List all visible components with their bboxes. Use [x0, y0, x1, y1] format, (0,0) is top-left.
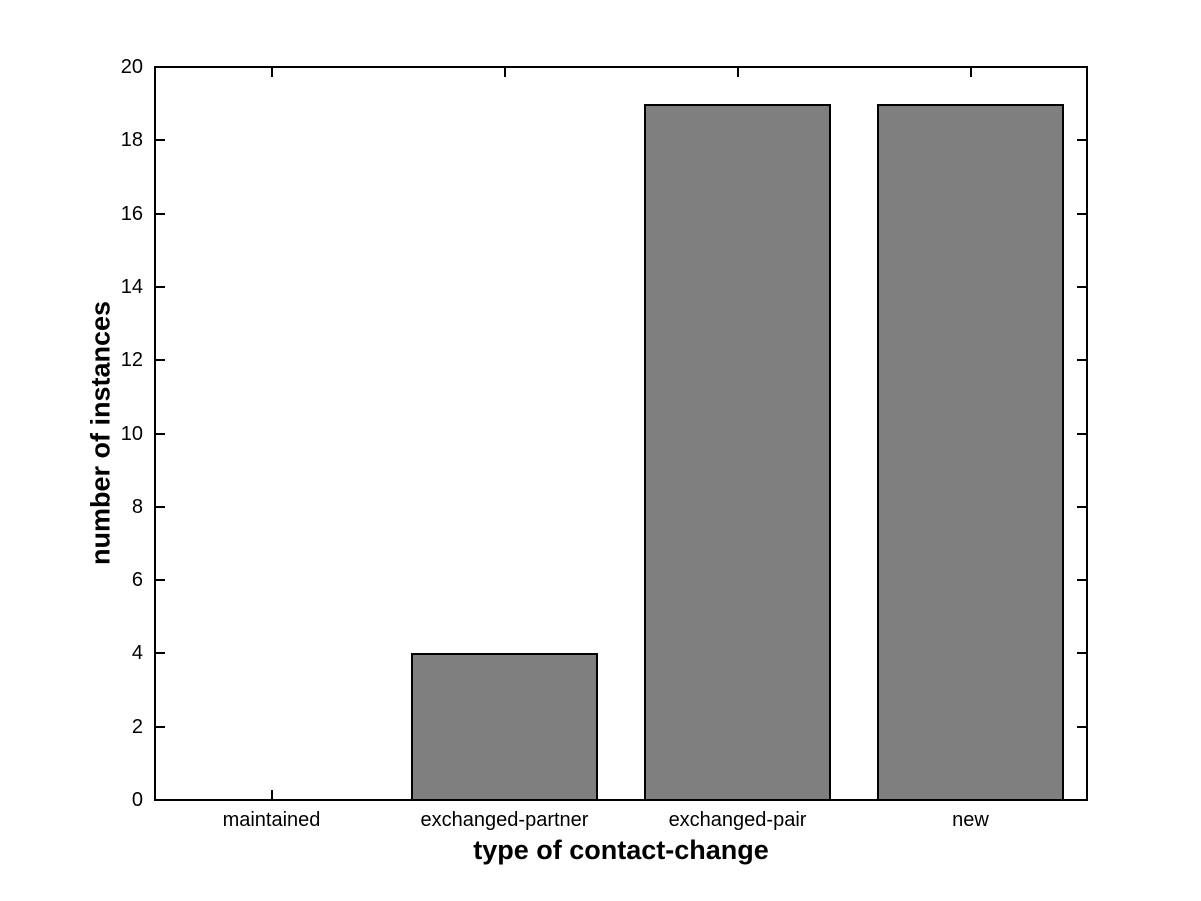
x-tick-mark-bottom — [270, 790, 273, 799]
y-tick-mark-right — [1077, 139, 1086, 142]
y-tick-label: 16 — [120, 202, 143, 225]
x-tick-mark-top — [969, 68, 972, 77]
y-tick-label: 10 — [120, 422, 143, 445]
y-tick-mark-left — [156, 725, 165, 728]
y-tick-mark-right — [1077, 652, 1086, 655]
x-axis-label: type of contact-change — [473, 835, 769, 865]
y-tick-mark-left — [156, 799, 165, 801]
bar-exchanged-pair — [644, 103, 831, 801]
x-tick-label-maintained: maintained — [222, 809, 321, 831]
y-tick-label: 18 — [120, 129, 143, 152]
y-tick-label: 8 — [131, 495, 143, 518]
x-tick-label-new: new — [952, 809, 989, 831]
y-tick-mark-right — [1077, 799, 1086, 801]
y-tick-label: 2 — [131, 715, 143, 738]
y-tick-mark-right — [1077, 725, 1086, 728]
y-tick-mark-right — [1077, 505, 1086, 508]
y-tick-mark-right — [1077, 212, 1086, 215]
y-tick-mark-right — [1077, 359, 1086, 362]
y-tick-mark-right — [1077, 66, 1086, 68]
x-tick-mark-top — [503, 68, 506, 77]
y-tick-mark-left — [156, 505, 165, 508]
y-tick-label: 6 — [131, 569, 143, 592]
y-tick-mark-left — [156, 66, 165, 68]
y-tick-mark-left — [156, 212, 165, 215]
y-tick-label: 20 — [120, 56, 143, 78]
bar-exchanged-partner — [411, 653, 598, 801]
y-tick-mark-left — [156, 359, 165, 362]
y-tick-mark-right — [1077, 432, 1086, 435]
y-tick-mark-right — [1077, 285, 1086, 288]
y-tick-mark-left — [156, 139, 165, 142]
y-tick-label: 4 — [131, 642, 143, 665]
y-tick-mark-left — [156, 652, 165, 655]
y-tick-label: 14 — [120, 275, 143, 298]
y-tick-mark-left — [156, 579, 165, 582]
y-tick-label: 0 — [131, 789, 143, 811]
x-tick-label-exchanged-pair: exchanged-pair — [668, 809, 807, 831]
x-tick-label-exchanged-partner: exchanged-partner — [420, 809, 589, 831]
plot-area — [154, 66, 1088, 801]
x-tick-mark-top — [270, 68, 273, 77]
y-tick-label: 12 — [120, 349, 143, 372]
y-tick-mark-left — [156, 285, 165, 288]
y-tick-mark-left — [156, 432, 165, 435]
x-tick-mark-top — [736, 68, 739, 77]
y-tick-mark-right — [1077, 579, 1086, 582]
bar-new — [877, 103, 1064, 801]
